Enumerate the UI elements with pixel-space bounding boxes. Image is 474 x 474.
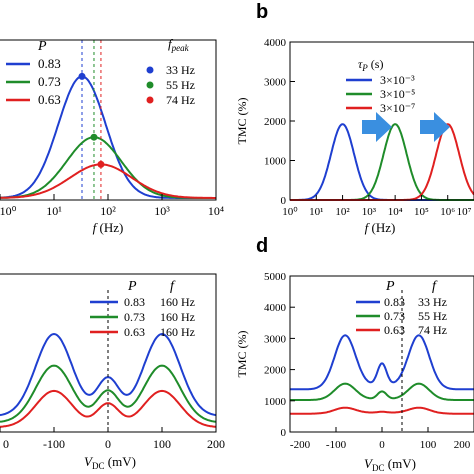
- panel-a-series-2: [0, 163, 216, 199]
- panel-a-xtick-label: 10¹: [46, 204, 62, 218]
- panel-b-xtick-label: 10⁶: [440, 206, 455, 218]
- panel-c-xtick-label: 0: [3, 437, 9, 451]
- panel-c: 0 -100 0 100 200 VDC (mV) P f 0.83 160 Hz 0.73…: [0, 273, 225, 471]
- panel-b: b 10⁰ 10¹ 10² 10³ 10⁴ 10⁵ 10⁶ 10⁷ 0 1000 2000 3000 4…: [235, 1, 474, 235]
- panel-b-xtick-label: 10⁵: [414, 206, 429, 218]
- panel-d-ytick-label: 0: [281, 427, 287, 439]
- panel-b-legend-label-1: 3×10⁻⁵: [380, 87, 415, 101]
- panel-a-series-1: [0, 136, 216, 199]
- panel-c-xtick-label: 100: [153, 437, 171, 451]
- panel-b-xlabel: f (Hz): [365, 220, 396, 235]
- panel-c-legend-col1: P: [127, 279, 137, 294]
- panel-a-xtick-label: 10⁰: [0, 204, 17, 218]
- panel-b-ylabel: TMC (%): [235, 98, 249, 145]
- panel-c-series-1: [0, 364, 217, 423]
- panel-b-xtick-label: 10⁷: [457, 206, 472, 218]
- panel-d-letter: d: [256, 235, 268, 257]
- panel-a-xlabel: f (Hz): [93, 220, 124, 235]
- panel-c-legend-p-0: 0.83: [124, 295, 145, 309]
- panel-a: 10⁰ 10¹ 10² 10³ 10⁴ f (Hz) P 0.83 0.73 0.63 fp…: [0, 36, 224, 235]
- panel-c-legend-col2: f: [170, 279, 176, 294]
- panel-c-legend-f-1: 160 Hz: [160, 310, 195, 324]
- panel-b-letter: b: [256, 1, 268, 23]
- panel-b-legend-title: τP (s): [358, 57, 383, 73]
- panel-d-legend-f-2: 74 Hz: [418, 323, 447, 337]
- panel-a-legend-dot-0: [146, 66, 154, 74]
- panel-d-legend-col2: f: [432, 279, 438, 294]
- panel-b-ytick-label: 1000: [264, 156, 287, 168]
- panel-a-xtick-label: 10²: [100, 204, 116, 218]
- panel-d-series-1: [290, 382, 474, 401]
- panel-c-legend-f-0: 160 Hz: [160, 295, 195, 309]
- panel-d-xlabel: VDC (mV): [364, 456, 416, 473]
- panel-a-legend-dot-1: [146, 81, 154, 89]
- panel-b-ytick-label: 2000: [264, 116, 287, 128]
- panel-c-xtick-label: 0: [105, 437, 111, 451]
- panel-d-xtick-label: -200: [290, 439, 311, 451]
- panel-d-ylabel: TMC (%): [235, 331, 249, 378]
- panel-b-ytick-label: 4000: [264, 37, 287, 49]
- panel-d-xtick-label: 0: [379, 439, 385, 451]
- panel-d-ytick-label: 2000: [264, 365, 287, 377]
- panel-a-legend-peak-2: 74 Hz: [166, 93, 195, 107]
- panel-d-series-0: [290, 334, 474, 391]
- panel-b-ytick-label: 3000: [264, 77, 287, 89]
- panel-d-xtick-label: -100: [326, 439, 347, 451]
- panel-c-series-2: [0, 389, 217, 428]
- panel-c-legend-p-1: 0.73: [124, 310, 145, 324]
- panel-b-xtick-label: 10⁰: [282, 206, 298, 218]
- panel-a-peak-marker-2: [97, 160, 105, 168]
- panel-a-legend-title: P: [37, 39, 47, 54]
- panel-b-xtick-label: 10²: [335, 206, 350, 218]
- panel-c-xlabel: VDC (mV): [84, 454, 136, 471]
- panel-a-peak-marker-0: [78, 72, 86, 80]
- panel-d-legend-f-1: 55 Hz: [418, 309, 447, 323]
- panel-a-xtick-label: 10³: [154, 204, 170, 218]
- panel-d-legend-p-1: 0.73: [384, 309, 405, 323]
- panel-d-xtick-label: 100: [420, 439, 437, 451]
- panel-c-series-0: [0, 332, 217, 417]
- panel-a-legend-dot-2: [146, 96, 154, 104]
- panel-a-legend-label-0: 0.83: [38, 56, 61, 71]
- panel-b-xtick-label: 10¹: [309, 206, 323, 218]
- panel-c-xtick-label: 200: [207, 437, 225, 451]
- panel-a-peak-marker-1: [90, 133, 98, 141]
- panel-c-xtick-label: -100: [43, 437, 65, 451]
- panel-c-legend-f-2: 160 Hz: [160, 325, 195, 339]
- panel-d-xtick-label: 200: [454, 439, 471, 451]
- panel-d-legend-col1: P: [385, 279, 395, 294]
- panel-b-legend-label-0: 3×10⁻³: [380, 73, 415, 87]
- panel-a-xtick-label: 10⁴: [208, 204, 224, 218]
- panel-b-xtick-label: 10⁴: [388, 206, 403, 218]
- panel-d-ytick-label: 1000: [264, 396, 287, 408]
- panel-a-legend-label-1: 0.73: [38, 74, 61, 89]
- panel-d-ytick-label: 3000: [264, 333, 287, 345]
- panel-d-legend-f-0: 33 Hz: [418, 295, 447, 309]
- panel-b-ytick-label: 0: [281, 195, 287, 207]
- panel-b-legend-label-2: 3×10⁻⁷: [380, 101, 415, 115]
- panel-b-xtick-label: 10³: [362, 206, 377, 218]
- panel-d-ytick-label: 5000: [264, 271, 287, 283]
- panel-a-legend-peak-1: 55 Hz: [166, 78, 195, 92]
- panel-d-series-2: [290, 406, 474, 415]
- shift-arrows: [362, 112, 450, 142]
- panel-c-legend-p-2: 0.63: [124, 325, 145, 339]
- panel-a-legend-right-title: fpeak: [168, 36, 190, 53]
- panel-d-legend-p-0: 0.83: [384, 295, 405, 309]
- panel-d-legend-p-2: 0.63: [384, 323, 405, 337]
- shift-arrow-2: [420, 112, 450, 142]
- panel-a-legend-peak-0: 33 Hz: [166, 63, 195, 77]
- panel-a-legend-label-2: 0.63: [38, 92, 61, 107]
- panel-d-ytick-label: 4000: [264, 302, 287, 314]
- shift-arrow-1: [362, 112, 392, 142]
